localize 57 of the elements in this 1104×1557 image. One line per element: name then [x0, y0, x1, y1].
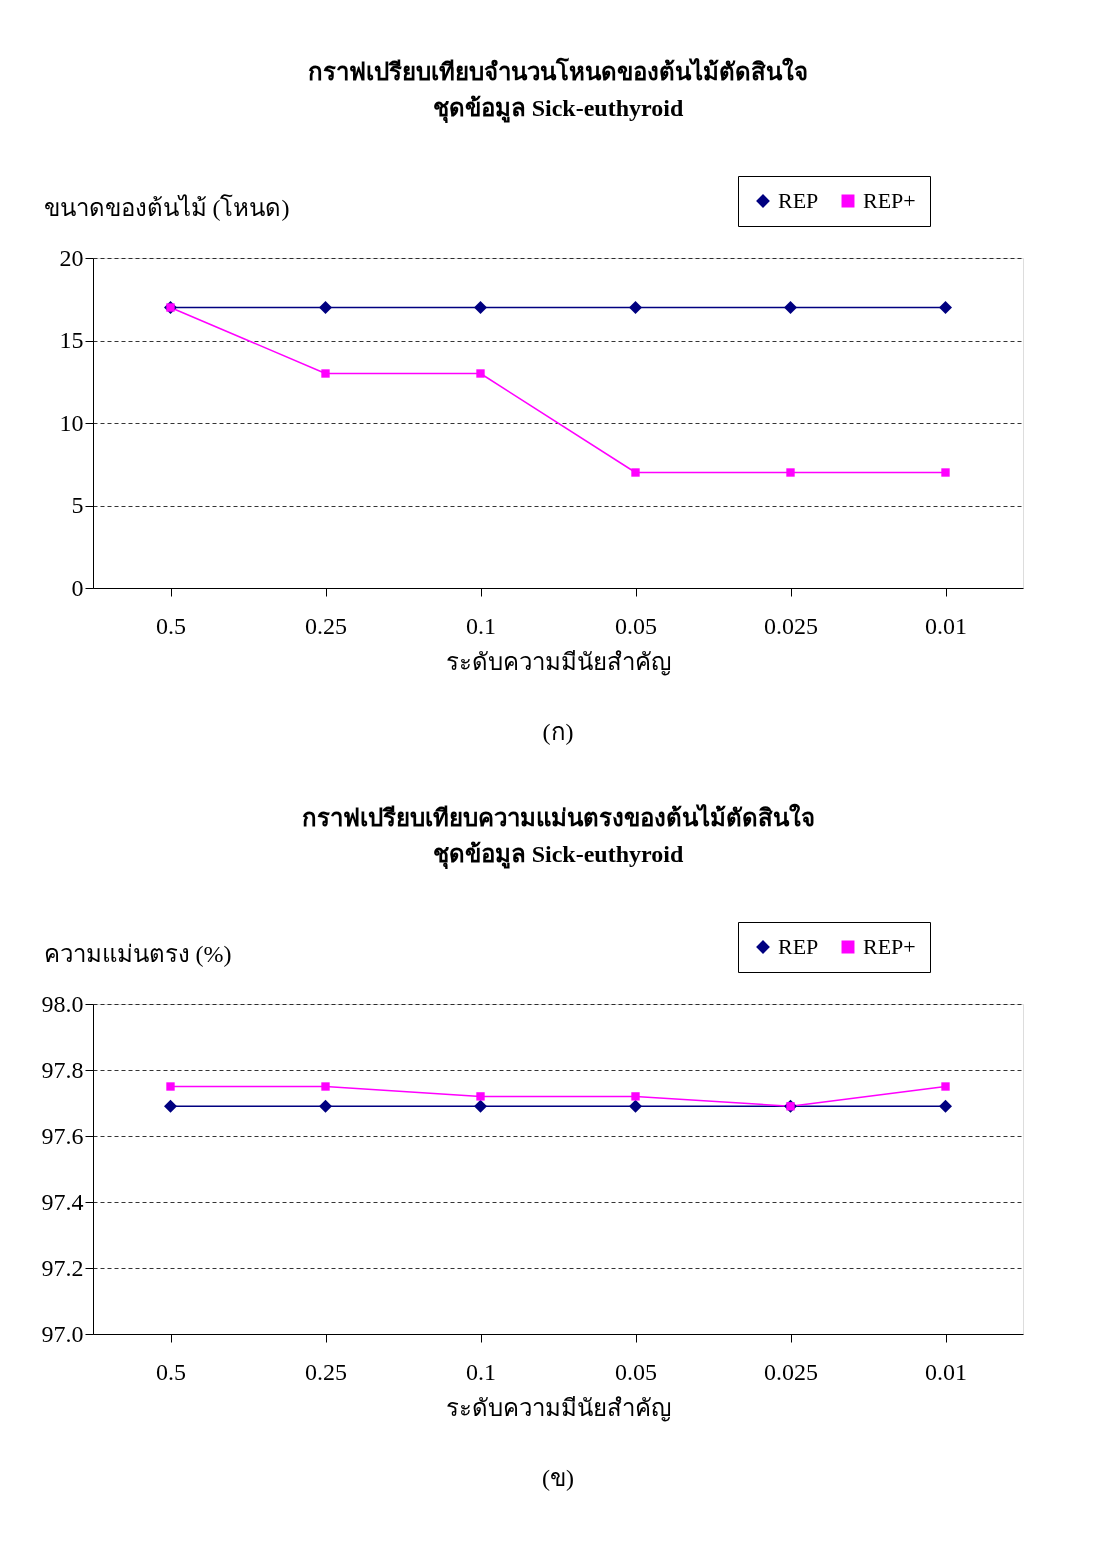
point	[941, 468, 950, 477]
x-tick-label: 0.05	[615, 1358, 657, 1385]
legend-label: REP	[778, 188, 819, 213]
text: (ก)	[542, 719, 574, 745]
legend-label: REP+	[863, 188, 916, 213]
y-axis-title: ขนาดของต้นไม้ (โหนด)	[43, 193, 290, 221]
y-tick-label: 97.4	[41, 1188, 84, 1215]
y-tick-label: 10	[59, 409, 84, 436]
point	[938, 1099, 953, 1113]
point	[628, 300, 643, 315]
point	[786, 468, 795, 477]
x-tick-label: 0.025	[764, 1358, 818, 1385]
point	[321, 1082, 330, 1091]
x-tick-label: 0.1	[466, 612, 496, 639]
x-tick-label: 0.05	[615, 612, 657, 639]
chart-title: กราฟเปรียบเทียบความแม่นตรงของต้นไม้ตัดสินใจ	[301, 802, 815, 831]
text: (ข)	[542, 1465, 574, 1491]
point	[938, 300, 953, 315]
x-tick-label: 0.25	[305, 612, 347, 639]
y-axis-title: ความแม่นตรง (%)	[43, 940, 232, 967]
y-tick-label: 97.6	[41, 1122, 84, 1149]
point	[631, 468, 640, 477]
x-tick-label: 0.01	[925, 1358, 967, 1385]
point	[163, 1099, 178, 1113]
point	[318, 1099, 333, 1113]
point	[318, 300, 333, 315]
point	[476, 1092, 485, 1101]
legend-label: REP	[778, 934, 819, 959]
y-tick-label: 5	[71, 492, 84, 518]
x-tick-label: 0.025	[764, 612, 818, 639]
point	[166, 1082, 175, 1091]
x-axis-title: ระดับความมีนัยสำคัญ	[446, 1394, 671, 1422]
x-axis-title: ระดับความมีนัยสำคัญ	[446, 648, 671, 676]
chart-subtitle: ชุดข้อมูล Sick-euthyroid	[432, 840, 684, 870]
point	[473, 300, 488, 315]
chart-title: กราฟเปรียบเทียบจำนวนโหนดของต้นไม้ตัดสินใจ	[308, 56, 808, 85]
point	[783, 300, 798, 315]
point	[473, 1099, 488, 1113]
y-tick-label: 98.0	[41, 990, 84, 1017]
y-tick-label: 15	[59, 327, 84, 353]
y-tick-label: 97.0	[41, 1320, 84, 1347]
x-tick-label: 0.5	[156, 612, 186, 639]
x-tick-label: 0.25	[305, 1358, 347, 1385]
x-tick-label: 0.1	[466, 1358, 496, 1385]
chart-subtitle: ชุดข้อมูล Sick-euthyroid	[432, 94, 684, 124]
y-tick-label: 20	[59, 244, 84, 271]
point	[631, 1092, 640, 1101]
legend-label: REP+	[863, 934, 916, 959]
y-tick-label: 0	[71, 574, 84, 601]
point	[321, 369, 330, 378]
x-tick-label: 0.5	[156, 1358, 186, 1385]
point	[476, 369, 485, 378]
y-tick-label: 97.8	[41, 1056, 84, 1083]
point	[628, 1099, 643, 1113]
y-tick-label: 97.2	[41, 1254, 84, 1281]
x-tick-label: 0.01	[925, 612, 967, 639]
point	[941, 1082, 950, 1091]
